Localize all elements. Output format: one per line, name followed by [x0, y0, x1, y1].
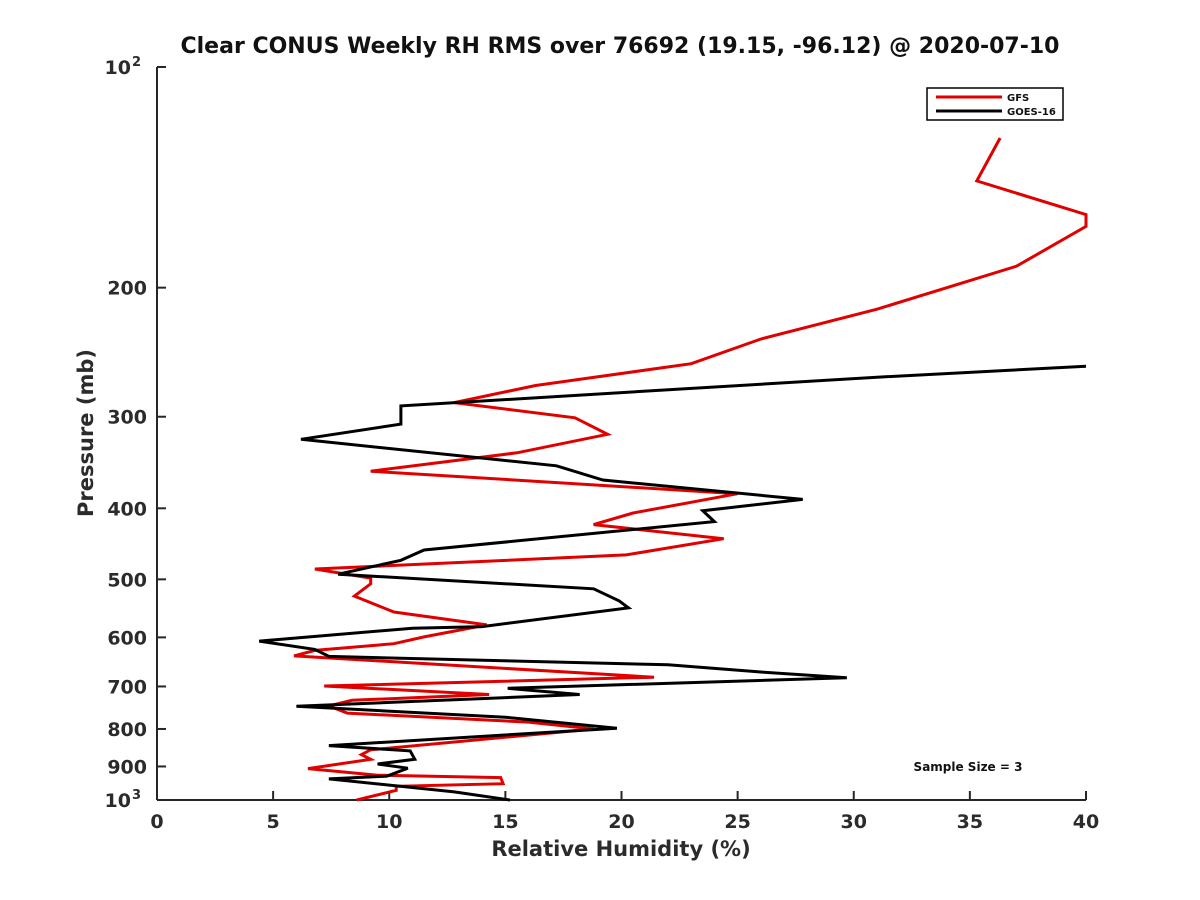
x-tick-label: 30	[841, 811, 867, 833]
x-tick-label: 40	[1073, 811, 1099, 833]
x-tick-label: 20	[608, 811, 634, 833]
chart-title: Clear CONUS Weekly RH RMS over 76692 (19…	[181, 34, 1060, 59]
x-tick-label: 5	[267, 811, 280, 833]
y-tick-label: 400	[107, 498, 147, 520]
legend-box	[926, 87, 1064, 121]
x-tick-label: 35	[957, 811, 983, 833]
y-tick-label: 900	[107, 756, 147, 778]
x-tick-label: 15	[492, 811, 518, 833]
sample-size-annotation: Sample Size = 3	[914, 760, 1023, 774]
y-tick-label: 10	[105, 57, 131, 79]
legend: GFS GOES-16	[926, 87, 1064, 121]
legend-entry: GFS	[1007, 93, 1029, 104]
y-axis-label: Pressure (mb)	[74, 349, 98, 517]
y-tick-exponent: 3	[132, 788, 141, 803]
series-lines	[258, 137, 1088, 802]
y-tick-label: 200	[107, 278, 147, 300]
x-tick-label: 10	[376, 811, 402, 833]
legend-entry: GOES-16	[1007, 107, 1056, 118]
x-tick-label: 25	[724, 811, 750, 833]
y-tick-exponent: 2	[132, 55, 141, 70]
x-axis-label: Relative Humidity (%)	[491, 837, 750, 861]
series-line-goes-16	[258, 364, 1087, 802]
series-line-gfs	[293, 137, 1088, 802]
y-tick-label: 600	[107, 627, 147, 649]
y-tick-label: 500	[107, 569, 147, 591]
y-tick-label: 10	[105, 790, 131, 812]
y-tick-label: 300	[107, 407, 147, 429]
y-tick-label: 800	[107, 719, 147, 741]
x-tick-label: 0	[150, 811, 163, 833]
y-tick-label: 700	[107, 676, 147, 698]
